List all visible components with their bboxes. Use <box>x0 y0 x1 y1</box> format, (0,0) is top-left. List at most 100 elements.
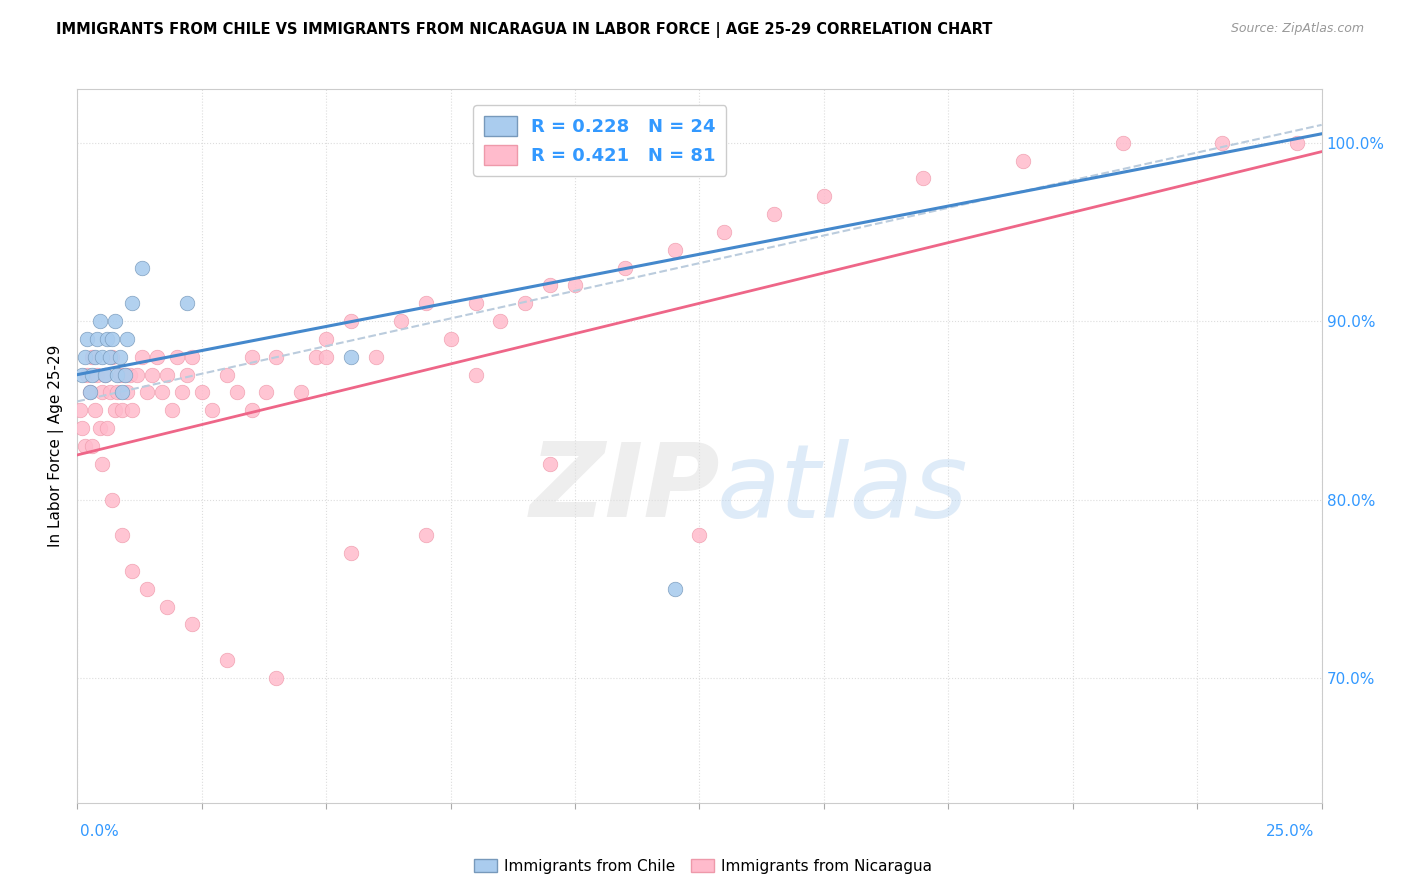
Point <box>72 421 94 435</box>
Point <box>91 457 114 471</box>
Point <box>131 260 153 275</box>
Point <box>215 368 238 382</box>
Point <box>564 278 586 293</box>
Point <box>121 564 143 578</box>
Point <box>79 385 101 400</box>
Point <box>101 492 124 507</box>
Point <box>111 403 134 417</box>
Point <box>240 350 263 364</box>
Text: IMMIGRANTS FROM CHILE VS IMMIGRANTS FROM NICARAGUA IN LABOR FORCE | AGE 25-29 CO: IMMIGRANTS FROM CHILE VS IMMIGRANTS FROM… <box>56 22 993 38</box>
Point <box>146 350 169 364</box>
Point <box>111 385 134 400</box>
Point <box>440 332 463 346</box>
Point <box>136 385 159 400</box>
Point <box>176 368 198 382</box>
Point <box>72 368 94 382</box>
Point <box>215 653 238 667</box>
Point <box>121 296 143 310</box>
Point <box>1111 136 1133 150</box>
Point <box>96 421 118 435</box>
Point <box>256 385 278 400</box>
Point <box>813 189 835 203</box>
Point <box>104 314 127 328</box>
Point <box>180 617 202 632</box>
Point <box>489 314 512 328</box>
Point <box>266 350 288 364</box>
Point <box>266 671 288 685</box>
Point <box>315 332 337 346</box>
Point <box>82 350 104 364</box>
Point <box>91 385 114 400</box>
Point <box>538 278 561 293</box>
Point <box>115 385 138 400</box>
Point <box>121 403 143 417</box>
Point <box>176 296 198 310</box>
Text: atlas: atlas <box>717 439 969 539</box>
Point <box>1285 136 1308 150</box>
Point <box>125 368 148 382</box>
Point <box>912 171 935 186</box>
Point <box>240 403 263 417</box>
Point <box>515 296 537 310</box>
Point <box>98 350 121 364</box>
Point <box>114 368 136 382</box>
Point <box>664 582 686 596</box>
Point <box>713 225 735 239</box>
Text: ZIP: ZIP <box>530 438 720 540</box>
Point <box>82 439 104 453</box>
Point <box>131 350 153 364</box>
Point <box>1211 136 1233 150</box>
Point <box>83 403 105 417</box>
Y-axis label: In Labor Force | Age 25-29: In Labor Force | Age 25-29 <box>48 345 65 547</box>
Point <box>86 332 108 346</box>
Point <box>104 403 127 417</box>
Point <box>76 332 98 346</box>
Point <box>415 528 437 542</box>
Point <box>69 403 91 417</box>
Point <box>464 296 486 310</box>
Point <box>1012 153 1035 168</box>
Point <box>290 385 312 400</box>
Text: 25.0%: 25.0% <box>1267 824 1315 839</box>
Point <box>415 296 437 310</box>
Point <box>91 350 114 364</box>
Point <box>93 368 115 382</box>
Point <box>76 368 98 382</box>
Point <box>115 332 138 346</box>
Point <box>73 350 96 364</box>
Point <box>160 403 183 417</box>
Point <box>96 332 118 346</box>
Point <box>156 599 179 614</box>
Point <box>156 368 179 382</box>
Point <box>340 314 363 328</box>
Point <box>105 385 128 400</box>
Point <box>83 350 105 364</box>
Point <box>664 243 686 257</box>
Point <box>389 314 412 328</box>
Point <box>763 207 786 221</box>
Point <box>136 582 159 596</box>
Point <box>464 368 486 382</box>
Point <box>364 350 387 364</box>
Point <box>79 385 101 400</box>
Point <box>89 421 111 435</box>
Point <box>141 368 163 382</box>
Point <box>73 439 96 453</box>
Point <box>340 546 363 560</box>
Point <box>180 350 202 364</box>
Point <box>225 385 247 400</box>
Point <box>108 350 131 364</box>
Text: 0.0%: 0.0% <box>80 824 120 839</box>
Point <box>89 314 111 328</box>
Point <box>111 528 134 542</box>
Point <box>166 350 188 364</box>
Point <box>101 350 124 364</box>
Point <box>170 385 193 400</box>
Point <box>315 350 337 364</box>
Point <box>538 457 561 471</box>
Legend: R = 0.228   N = 24, R = 0.421   N = 81: R = 0.228 N = 24, R = 0.421 N = 81 <box>474 105 727 176</box>
Text: Source: ZipAtlas.com: Source: ZipAtlas.com <box>1230 22 1364 36</box>
Point <box>101 332 124 346</box>
Point <box>86 368 108 382</box>
Point <box>191 385 214 400</box>
